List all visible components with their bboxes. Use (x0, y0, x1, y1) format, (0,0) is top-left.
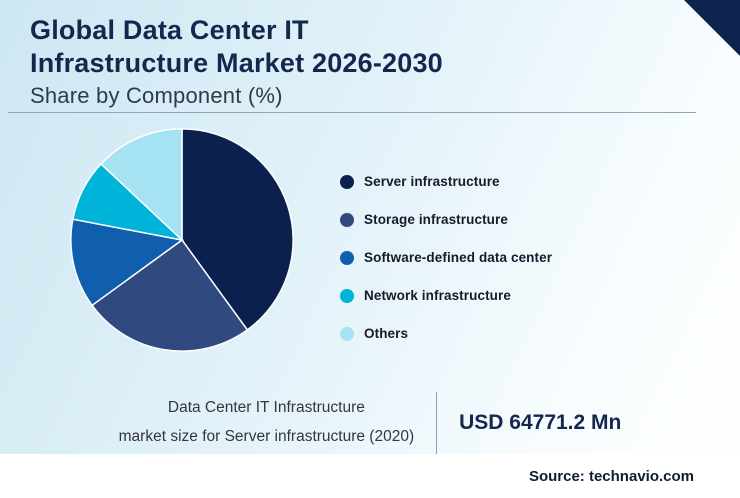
legend-swatch-icon (340, 250, 354, 265)
legend-label: Others (364, 326, 409, 341)
page-title: Global Data Center IT Infrastructure Mar… (30, 14, 680, 80)
stat-description-line2: market size for Server infrastructure (2… (118, 428, 415, 445)
stat-description-line1: Data Center IT Infrastructure (167, 399, 365, 417)
pie-slice-storage-infrastructure (91, 238, 249, 352)
stat-divider (436, 392, 438, 454)
pie-chart (70, 128, 294, 352)
legend-item-network-infrastructure: Network infrastructure (340, 288, 552, 303)
pie-slice-server-infrastructure (181, 128, 294, 331)
legend: Server infrastructure Storage infrastruct… (340, 174, 552, 341)
legend-label: Storage infrastructure (364, 212, 508, 227)
legend-item-server-infrastructure: Server infrastructure (340, 174, 552, 189)
legend-label: Server infrastructure (364, 174, 500, 189)
legend-item-others: Others (340, 326, 552, 341)
legend-item-storage-infrastructure: Storage infrastructure (340, 212, 552, 227)
legend-label: Software-defined data center (364, 250, 553, 265)
page-subtitle: Share by Component (%) (30, 82, 283, 108)
legend-swatch-icon (340, 288, 354, 303)
stat-value: USD 64771.2 Mn (459, 411, 622, 434)
legend-label: Network infrastructure (364, 288, 511, 303)
page-title-line2: Infrastructure Market 2026-2030 (30, 47, 443, 78)
header-divider (8, 112, 696, 113)
legend-item-software-defined-data-center: Software-defined data center (340, 250, 552, 265)
source-attribution: Source: technavio.com (528, 467, 694, 485)
legend-swatch-icon (340, 174, 354, 189)
pie-slice-others (99, 128, 183, 242)
page-title-line1: Global Data Center IT (30, 15, 309, 45)
header: Global Data Center IT Infrastructure Mar… (30, 14, 680, 109)
legend-swatch-icon (340, 326, 354, 341)
stat-row: Data Center IT Infrastructure market siz… (40, 392, 700, 454)
corner-decoration (684, 0, 740, 56)
footer: Source: technavio.com (0, 454, 740, 498)
stat-description: Data Center IT Infrastructure market siz… (119, 394, 414, 451)
legend-swatch-icon (340, 212, 354, 227)
pie-slice-software-defined-data-center (70, 218, 184, 307)
